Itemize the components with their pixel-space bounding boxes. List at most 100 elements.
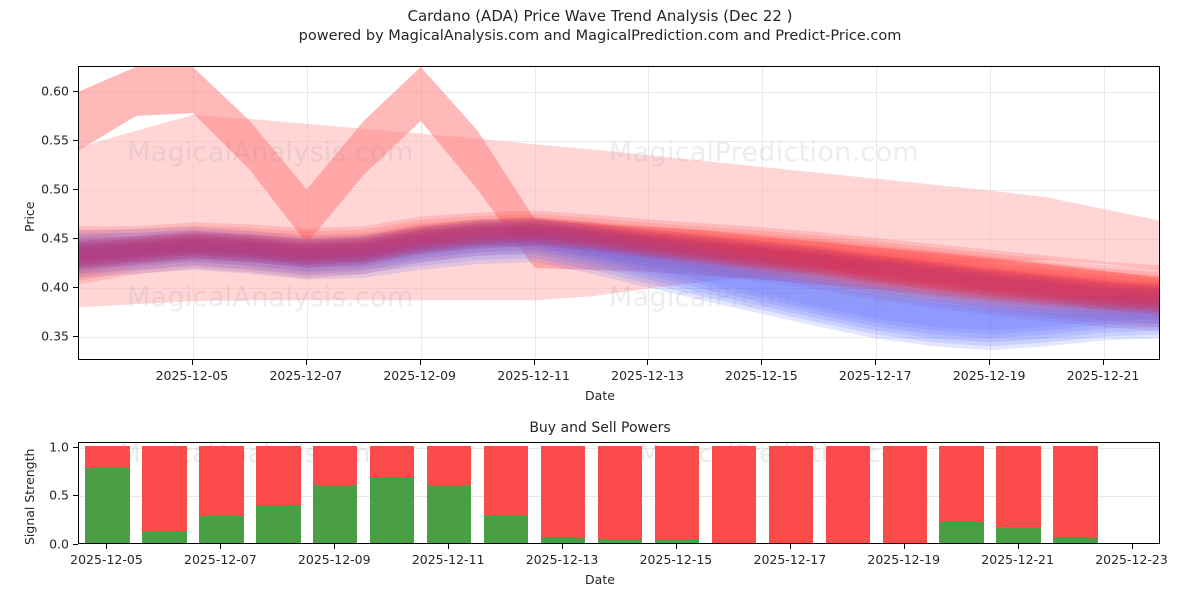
signal-xtickmark xyxy=(334,544,336,549)
sell-power-segment xyxy=(882,445,927,543)
buy-power-segment xyxy=(996,527,1041,543)
wave-band-blue-layer xyxy=(79,222,1159,335)
price-xtick-label: 2025-12-11 xyxy=(497,368,570,383)
signal-xtickmark xyxy=(789,544,791,549)
wave-core-trend xyxy=(79,217,1159,304)
price-xtick-label: 2025-12-05 xyxy=(155,368,229,383)
price-xtickmark xyxy=(419,360,421,365)
signal-xtick-label: 2025-12-17 xyxy=(753,552,827,567)
price-xtickmark xyxy=(1103,360,1105,365)
page-title: Cardano (ADA) Price Wave Trend Analysis … xyxy=(407,7,793,25)
price-xtickmark xyxy=(761,360,763,365)
sell-power-segment xyxy=(597,445,643,543)
title-block: Cardano (ADA) Price Wave Trend Analysis … xyxy=(0,6,1200,46)
signal-xtickmark xyxy=(675,544,677,549)
signal-bar[interactable] xyxy=(199,445,244,543)
signal-tickmark xyxy=(73,446,78,448)
price-tickmark xyxy=(73,286,78,288)
sell-power-segment xyxy=(768,445,814,543)
sell-power-segment xyxy=(711,445,757,543)
signal-bar[interactable] xyxy=(85,445,130,543)
price-plot-area: MagicalAnalysis.com MagicalPrediction.co… xyxy=(78,66,1160,360)
sell-power-segment xyxy=(540,445,586,543)
buy-power-segment xyxy=(199,515,244,543)
signal-bar[interactable] xyxy=(768,445,814,543)
wave-bands xyxy=(79,67,1159,351)
price-xtick-label: 2025-12-17 xyxy=(838,368,912,383)
wave-core-trend xyxy=(79,226,1159,313)
signal-xtickmark xyxy=(220,544,222,549)
wave-band-zigzag-band xyxy=(79,67,1159,315)
signal-xtickmark xyxy=(903,544,905,549)
price-xtick-label: 2025-12-21 xyxy=(1066,368,1140,383)
signal-bar[interactable] xyxy=(597,445,643,543)
wave-band-red-layer xyxy=(79,210,1159,311)
signal-bar[interactable] xyxy=(313,445,358,543)
price-xtickmark xyxy=(989,360,991,365)
buy-power-segment xyxy=(939,521,984,543)
buy-sell-plot-area: MagicalAnalysis.com MagicalPrediction.co… xyxy=(78,442,1160,544)
wave-band-red-layer xyxy=(79,227,1159,328)
signal-xtick-label: 2025-12-07 xyxy=(184,552,257,567)
price-xtick-label: 2025-12-13 xyxy=(611,368,684,383)
signal-bar[interactable] xyxy=(654,445,700,543)
sell-power-segment xyxy=(142,445,187,543)
signal-bar[interactable] xyxy=(996,445,1041,543)
signal-bar[interactable] xyxy=(1053,445,1098,543)
signal-xtickmark xyxy=(448,544,450,549)
signal-xtick-label: 2025-12-19 xyxy=(867,552,941,567)
price-xtick-label: 2025-12-09 xyxy=(383,368,456,383)
signal-ytick-label: 1.0 xyxy=(49,439,69,455)
signal-bar[interactable] xyxy=(711,445,757,543)
wave-band-red-layer xyxy=(79,224,1159,325)
signal-xtick-label: 2025-12-21 xyxy=(981,552,1054,567)
buy-sell-panel-title: Buy and Sell Powers xyxy=(529,420,671,436)
buy-power-segment xyxy=(1053,538,1098,543)
signal-bar[interactable] xyxy=(370,445,415,543)
signal-date-axis-title: Date xyxy=(585,572,615,587)
price-ytick-label: 0.35 xyxy=(41,328,69,343)
signal-bar[interactable] xyxy=(939,445,984,543)
buy-power-segment xyxy=(540,538,586,543)
price-tickmark xyxy=(73,335,78,337)
signal-bar[interactable] xyxy=(825,445,870,543)
price-xtick-label: 2025-12-07 xyxy=(269,368,343,383)
price-wave-panel: Price MagicalAnalysis.com MagicalPredict… xyxy=(22,66,1160,403)
price-date-axis-title: Date xyxy=(585,388,615,403)
signal-bar[interactable] xyxy=(426,445,472,543)
price-xtick-label: 2025-12-19 xyxy=(952,368,1026,383)
signal-bar[interactable] xyxy=(483,445,529,543)
sell-power-segment xyxy=(825,445,870,543)
price-gridline xyxy=(79,91,1159,93)
page-subtitle: powered by MagicalAnalysis.com and Magic… xyxy=(298,28,902,44)
signal-bar[interactable] xyxy=(142,445,187,543)
price-axis-title: Price xyxy=(22,201,37,233)
signal-xtickmark xyxy=(1131,544,1133,549)
sell-power-segment xyxy=(1053,445,1098,543)
signal-xtick-label: 2025-12-11 xyxy=(411,552,485,567)
signal-tickmark xyxy=(73,544,78,545)
buy-power-segment xyxy=(313,484,358,543)
signal-bar[interactable] xyxy=(256,445,301,543)
buy-power-segment xyxy=(654,539,700,543)
wave-band-blue-layer xyxy=(79,218,1159,331)
signal-xtick-label: 2025-12-13 xyxy=(525,552,599,567)
bars-layer xyxy=(79,443,1159,543)
buy-sell-powers-panel: Buy and Sell Powers Signal Strength Magi… xyxy=(0,400,1200,600)
price-xtickmark xyxy=(875,360,877,365)
signal-bar[interactable] xyxy=(540,445,586,543)
signal-tickmark xyxy=(73,495,78,497)
price-gridline xyxy=(79,140,1159,142)
buy-power-segment xyxy=(85,468,130,543)
wave-core-trend xyxy=(79,223,1159,311)
signal-xtick-label: 2025-12-23 xyxy=(1095,552,1168,567)
sell-power-segment xyxy=(654,445,700,543)
signal-bar[interactable] xyxy=(882,445,927,543)
price-xtickmark xyxy=(191,360,193,365)
wave-core-trend xyxy=(79,219,1159,306)
wave-core-trend xyxy=(79,221,1159,308)
wave-band-blue-layer xyxy=(79,238,1159,351)
signal-xtick-label: 2025-12-15 xyxy=(639,552,713,567)
price-ytick-label: 0.60 xyxy=(41,83,69,98)
